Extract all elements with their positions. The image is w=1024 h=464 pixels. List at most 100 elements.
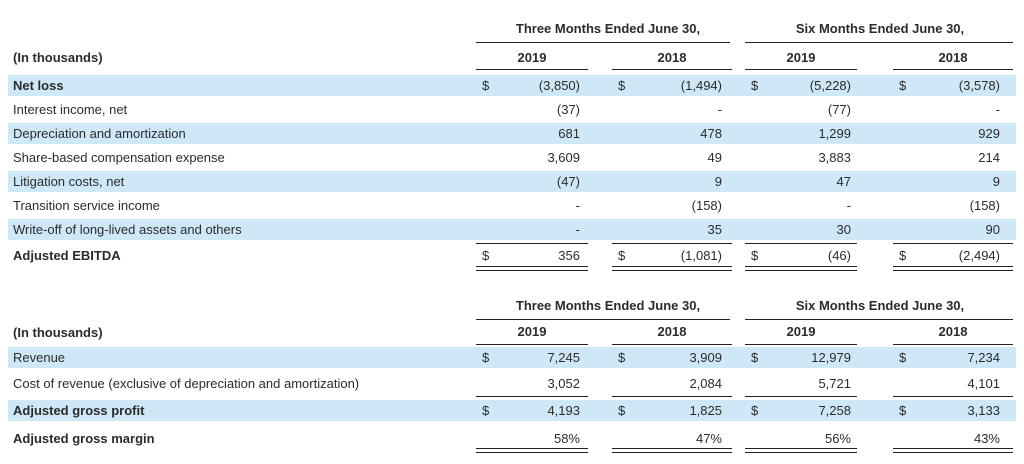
value-cell: (158) [691,198,722,213]
value-cell: 3,883 [818,150,851,165]
table-row: Revenue $7,245 $3,909 $12,979 $7,234 [8,347,1016,368]
row-label: Share-based compensation expense [13,150,225,165]
year-rule [612,344,732,345]
row-label: Adjusted gross margin [13,431,155,446]
subtotal-rule [893,243,1013,244]
value-cell: 7,258 [818,403,851,418]
currency-symbol: $ [618,248,626,263]
row-label: Transition service income [13,198,160,213]
year-header: 2018 [657,324,687,339]
value-cell: (1,081) [680,248,722,263]
year-rule [745,69,857,70]
year-header: 2018 [938,50,968,65]
subtotal-rule [612,396,732,397]
year-header: 2019 [786,324,816,339]
table-row: Litigation costs, net (47) 9 47 9 [8,171,1016,192]
value-cell: 12,979 [811,350,851,365]
value-cell: 478 [700,126,722,141]
value-cell: (3,850) [538,78,580,93]
unit-label: (In thousands) [13,325,103,340]
value-cell: (47) [556,174,580,189]
value-cell: 9 [714,174,722,189]
period-header-six-months: Six Months Ended June 30, [795,298,965,313]
subtotal-rule [893,396,1013,397]
value-cell: - [575,222,580,237]
header-rule [745,42,1013,43]
currency-symbol: $ [618,350,626,365]
row-label: Write-off of long-lived assets and other… [13,222,242,237]
value-cell: 9 [992,174,1000,189]
table-row: Net loss $ (3,850) $ (1,494) $ (5,228) $ (3,578) [8,75,1016,96]
row-label: Depreciation and amortization [13,126,186,141]
row-label: Interest income, net [13,102,128,117]
value-cell: 7,245 [547,350,580,365]
value-cell: - [846,198,851,213]
value-cell: 58% [553,431,580,446]
year-rule [476,69,588,70]
table-row: Adjusted gross margin 58% 47% 56% 43% [8,428,1016,449]
currency-symbol: $ [899,78,907,93]
header-rule [745,319,1013,320]
row-label: Cost of revenue (exclusive of depreciati… [13,376,360,391]
total-double-rule [476,448,588,453]
value-cell: 1,825 [689,403,722,418]
value-cell: 4,101 [967,376,1000,391]
header-rule [476,42,730,43]
value-cell: 1,299 [818,126,851,141]
table-row: Adjusted EBITDA $356 $ (1,081) $ (46) $ (2,494) [8,245,1016,266]
currency-symbol: $ [899,248,907,263]
currency-symbol: $ [751,248,759,263]
year-header: 2018 [657,50,687,65]
value-cell: 681 [558,126,580,141]
value-cell: 3,909 [689,350,722,365]
value-cell: 90 [985,222,1000,237]
value-cell: 3,133 [967,403,1000,418]
value-cell: (3,578) [958,78,1000,93]
year-rule [745,344,857,345]
period-header-six-months: Six Months Ended June 30, [795,21,965,36]
total-double-rule [476,266,588,271]
currency-symbol: $ [482,248,490,263]
period-header-three-months: Three Months Ended June 30, [515,298,701,313]
subtotal-rule [612,243,732,244]
year-rule [893,344,1013,345]
value-cell: - [995,102,1000,117]
row-label: Revenue [13,350,66,365]
value-cell: (77) [827,102,851,117]
subtotal-rule [476,243,588,244]
value-cell: 2,084 [689,376,722,391]
subtotal-rule [745,396,857,397]
value-cell: 214 [978,150,1000,165]
table-row: Interest income, net (37) - (77) - [8,99,1016,120]
total-double-rule [612,448,732,453]
header-rule [476,319,730,320]
currency-symbol: $ [899,403,907,418]
value-cell: 356 [558,248,580,263]
total-double-rule [893,266,1013,271]
value-cell: - [575,198,580,213]
table-row: Adjusted gross profit $4,193 $1,825 $7,258 $… [8,400,1016,421]
currency-symbol: $ [899,350,907,365]
unit-label: (In thousands) [13,50,103,65]
year-header: 2018 [938,324,968,339]
total-double-rule [893,448,1013,453]
row-label: Adjusted EBITDA [13,248,121,263]
total-double-rule [612,266,732,271]
row-label: Adjusted gross profit [13,403,145,418]
currency-symbol: $ [751,350,759,365]
period-header-three-months: Three Months Ended June 30, [515,21,701,36]
value-cell: 47 [836,174,851,189]
row-label: Litigation costs, net [13,174,125,189]
year-header: 2019 [786,50,816,65]
table-row: Cost of revenue (exclusive of depreciati… [8,373,1016,394]
value-cell: (1,494) [680,78,722,93]
value-cell: (158) [969,198,1000,213]
value-cell: 5,721 [818,376,851,391]
value-cell: 35 [707,222,722,237]
subtotal-rule [745,243,857,244]
table-row: Transition service income - (158) - (158) [8,195,1016,216]
table-row: Share-based compensation expense 3,609 49 3… [8,147,1016,168]
value-cell: (5,228) [809,78,851,93]
year-rule [612,69,732,70]
total-double-rule [745,448,857,453]
